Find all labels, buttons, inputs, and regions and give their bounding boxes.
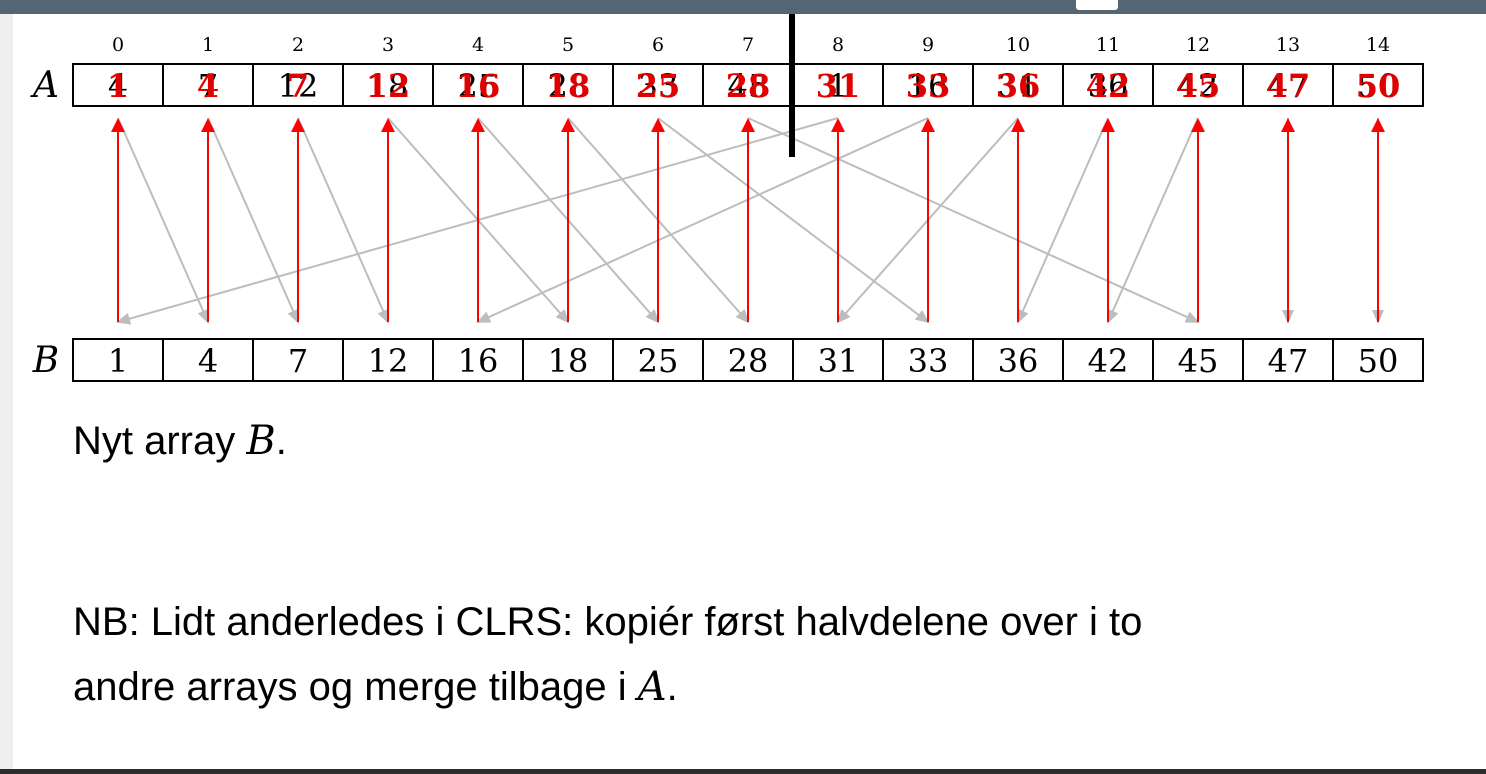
array-a-overlay-value: 28 — [726, 67, 771, 105]
index-label: 6 — [652, 34, 664, 56]
array-a-overlay-value: 50 — [1356, 67, 1401, 105]
array-b: 1 4 7 12 16 18 25 28 31 33 36 42 45 47 50 — [72, 338, 1424, 382]
array-a-value: 33 — [638, 67, 679, 105]
array-b-cell — [1332, 338, 1424, 382]
index-label: 9 — [922, 34, 934, 56]
array-a-value: 31 — [998, 67, 1039, 105]
array-a-value: 28 — [548, 67, 589, 105]
merge-arrow — [297, 117, 389, 324]
index-label: 7 — [742, 34, 754, 56]
array-b-value: 45 — [1178, 342, 1219, 380]
array-b-value: 18 — [548, 342, 589, 380]
array-b-value: 31 — [818, 342, 859, 380]
array-a-overlay-value: 36 — [996, 67, 1041, 105]
array-a-overlay-value: 12 — [366, 67, 411, 105]
array-b-value: 42 — [1088, 342, 1129, 380]
array-a-value: 7 — [198, 67, 218, 105]
array-a-value: 47 — [1268, 67, 1309, 105]
array-a-overlay-value: 47 — [1266, 67, 1311, 105]
array-b-value: 4 — [198, 342, 218, 380]
index-label: 10 — [1006, 34, 1030, 56]
index-label: 13 — [1276, 34, 1300, 56]
array-b-value: 33 — [908, 342, 949, 380]
array-b-value: 7 — [288, 342, 308, 380]
array-a-value: 12 — [278, 67, 319, 105]
array-b-value: 25 — [638, 342, 679, 380]
array-b-value: 47 — [1268, 342, 1309, 380]
array-a-overlay-value: 31 — [816, 67, 861, 105]
array-a-label: A — [30, 65, 59, 106]
array-a-overlay-value: 7 — [287, 67, 309, 105]
array-a-overlay-value: 33 — [906, 67, 951, 105]
merge-arrow — [657, 117, 930, 324]
left-margin-strip — [0, 14, 13, 769]
array-a-value: 18 — [368, 67, 409, 105]
merge-arrow — [207, 117, 299, 324]
merge-diagram: 0 1 2 3 4 5 6 7 8 9 10 11 12 13 14 AB 4 7 12 18 25 28 33 45 1 1… — [30, 14, 1424, 382]
array-b-value: 28 — [728, 342, 769, 380]
index-label: 4 — [472, 34, 484, 56]
array-b-label: B — [32, 340, 59, 381]
array-a-overlay-value: 25 — [636, 67, 681, 105]
top-bar-indicator — [1076, 0, 1118, 10]
array-b-value: 16 — [458, 342, 499, 380]
index-row: 0 1 2 3 4 5 6 7 8 9 10 11 12 13 14 — [112, 34, 1390, 56]
index-label: 0 — [112, 34, 124, 56]
array-a-overlay-value: 42 — [1086, 67, 1131, 105]
array-a-value: 36 — [1088, 67, 1129, 105]
array-a-value: 45 — [728, 67, 769, 105]
array-a-overlay-value: 45 — [1176, 67, 1221, 105]
array-b-value: 36 — [998, 342, 1039, 380]
note-line-2: andre arrays og merge tilbage i A. — [73, 664, 678, 710]
index-label: 12 — [1186, 34, 1210, 56]
window-top-bar — [0, 0, 1486, 14]
array-a-value: 50 — [1358, 67, 1399, 105]
merge-arrow — [747, 117, 1200, 323]
array-b-value: 1 — [108, 342, 128, 380]
array-a: 4 7 12 18 25 28 33 45 1 16 31 36 42 47 501 4 7 12 16 18 25 28… — [72, 63, 1424, 107]
array-a-value: 4 — [108, 67, 128, 105]
array-a-value: 42 — [1178, 67, 1219, 105]
array-b-value: 12 — [368, 342, 409, 380]
array-a-overlay-value: 16 — [456, 67, 501, 105]
array-b-value: 50 — [1358, 342, 1399, 380]
index-label: 2 — [292, 34, 304, 56]
array-a-value: 16 — [908, 67, 949, 105]
index-label: 11 — [1096, 34, 1120, 56]
array-a-overlay-value: 1 — [107, 67, 129, 105]
merge-arrow — [1107, 117, 1199, 324]
caption: Nyt array B. — [73, 418, 287, 464]
note-line-1: NB: Lidt anderledes i CLRS: kopiér først… — [73, 600, 1143, 644]
index-label: 14 — [1366, 34, 1390, 56]
copy-back-arrows — [111, 118, 1385, 322]
array-a-cell — [1332, 63, 1424, 107]
merge-arrow — [1017, 117, 1109, 324]
merge-arrow — [476, 117, 929, 323]
window-bottom-bar — [0, 769, 1486, 774]
array-a-overlay-value: 4 — [197, 67, 219, 105]
merge-arrow — [117, 117, 209, 324]
index-label: 1 — [202, 34, 214, 56]
note-var: A — [637, 664, 667, 710]
index-label: 3 — [382, 34, 394, 56]
array-a-value: 25 — [458, 67, 499, 105]
index-label: 5 — [562, 34, 574, 56]
caption-var: B — [246, 418, 276, 464]
array-a-overlay-value: 18 — [546, 67, 591, 105]
array-labels: AB — [30, 65, 59, 381]
index-label: 8 — [832, 34, 844, 56]
array-a-value: 1 — [828, 67, 848, 105]
